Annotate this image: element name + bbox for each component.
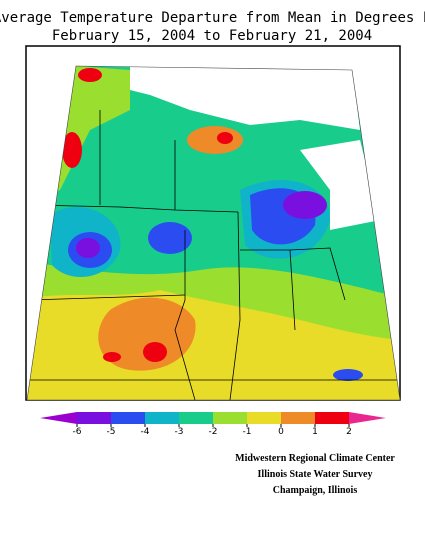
legend-swatch	[213, 412, 247, 424]
legend-swatch	[179, 412, 213, 424]
legend-swatch	[247, 412, 281, 424]
legend-swatch	[315, 412, 349, 424]
legend-swatch	[40, 412, 77, 424]
credits: Midwestern Regional Climate Center Illino…	[235, 453, 395, 496]
title-line: Average Temperature Departure from Mean …	[0, 10, 425, 26]
title-line: February 15, 2004 to February 21, 2004	[52, 28, 372, 44]
legend-swatch	[145, 412, 179, 424]
legend-swatch	[349, 412, 386, 424]
legend-tick-label: -2	[209, 427, 218, 437]
legend-tick-label: -1	[243, 427, 252, 437]
credit-line: Illinois State Water Survey	[258, 469, 373, 480]
legend-tick-label: -4	[141, 427, 150, 437]
map-outline	[26, 65, 401, 401]
legend-tick-label: 0	[278, 427, 284, 437]
map-field	[27, 66, 400, 400]
legend-tick-label: 1	[312, 427, 318, 437]
legend-tick-label: -3	[175, 427, 184, 437]
legend-tick-label: -6	[73, 427, 82, 437]
color-legend: -6 -5 -4 -3 -2 -1 0 1 2	[40, 412, 386, 437]
legend-swatch	[281, 412, 315, 424]
credit-line: Midwestern Regional Climate Center	[235, 453, 395, 464]
legend-swatch	[77, 412, 111, 424]
legend-tick-label: -5	[107, 427, 116, 437]
credit-line: Champaign, Illinois	[273, 485, 358, 496]
legend-swatch	[111, 412, 145, 424]
legend-tick-label: 2	[346, 427, 352, 437]
